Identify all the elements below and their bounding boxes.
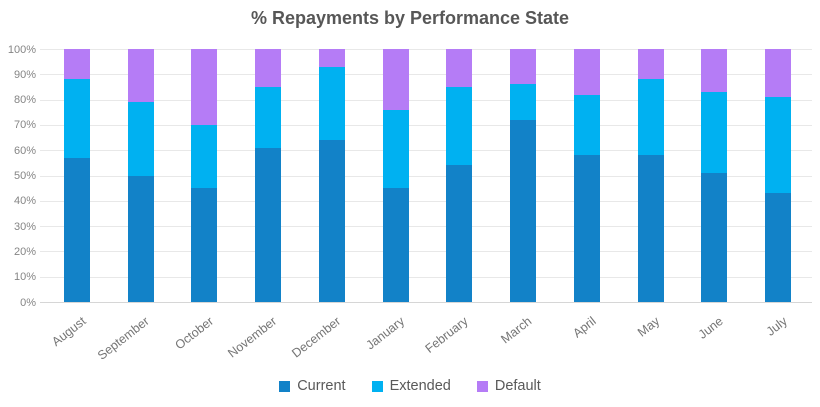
bar-december-segment-default[interactable] bbox=[318, 49, 345, 67]
bar-march bbox=[510, 49, 537, 302]
bar-august-segment-extended[interactable] bbox=[63, 79, 90, 158]
bar-november bbox=[255, 49, 282, 302]
legend-item-extended[interactable]: Extended bbox=[371, 378, 451, 394]
bar-may-segment-default[interactable] bbox=[637, 49, 664, 80]
bar-august-segment-default[interactable] bbox=[63, 49, 90, 80]
bar-july-segment-current[interactable] bbox=[765, 193, 792, 302]
y-axis-tick-label-50: 50% bbox=[13, 170, 36, 182]
x-axis-label-december: December bbox=[289, 314, 344, 361]
bar-december-segment-current[interactable] bbox=[318, 140, 345, 302]
bar-november-segment-default[interactable] bbox=[255, 49, 282, 87]
y-axis-tick-label-70: 70% bbox=[13, 119, 36, 132]
gridline-90 bbox=[40, 74, 812, 76]
legend-swatch-icon-default bbox=[476, 380, 488, 392]
gridline-50 bbox=[40, 175, 812, 177]
bar-july-segment-default[interactable] bbox=[765, 49, 792, 98]
gridline-0 bbox=[40, 302, 812, 303]
x-axis-label-april: April bbox=[570, 314, 599, 341]
bar-december-segment-extended[interactable] bbox=[318, 66, 345, 141]
bar-june-segment-extended[interactable] bbox=[701, 92, 728, 173]
x-axis-label-january: January bbox=[363, 314, 408, 353]
gridline-80 bbox=[40, 99, 812, 101]
bar-april-segment-extended[interactable] bbox=[573, 94, 600, 156]
bar-october-segment-extended[interactable] bbox=[191, 124, 218, 189]
legend-item-default[interactable]: Default bbox=[476, 378, 541, 394]
gridline-30 bbox=[40, 226, 812, 228]
y-axis-tick-label-0: 0% bbox=[20, 296, 36, 309]
bar-february-segment-default[interactable] bbox=[446, 49, 473, 87]
legend: Current Extended Default bbox=[0, 376, 820, 396]
bar-june-segment-current[interactable] bbox=[701, 172, 728, 302]
x-axis-label-june: June bbox=[696, 314, 726, 342]
bar-september-segment-extended[interactable] bbox=[127, 102, 154, 176]
bar-august bbox=[63, 49, 90, 302]
bar-october-segment-current[interactable] bbox=[191, 188, 218, 302]
x-axis-label-may: May bbox=[635, 314, 663, 340]
bar-november-segment-extended[interactable] bbox=[255, 86, 282, 148]
y-axis-tick-label-60: 60% bbox=[13, 144, 36, 157]
bar-may bbox=[637, 49, 664, 302]
legend-item-current[interactable]: Current bbox=[279, 378, 346, 394]
bar-january bbox=[382, 49, 409, 302]
legend-swatch-icon-extended bbox=[371, 380, 383, 392]
bar-december bbox=[318, 49, 345, 302]
gridline-20 bbox=[40, 251, 812, 253]
x-axis-label-march: March bbox=[498, 314, 535, 347]
bar-september-segment-default[interactable] bbox=[127, 49, 154, 103]
gridline-10 bbox=[40, 276, 812, 278]
bar-april bbox=[573, 49, 600, 302]
bar-march-segment-current[interactable] bbox=[510, 119, 537, 302]
y-axis-tick-label-10: 10% bbox=[13, 271, 36, 284]
bar-april-segment-default[interactable] bbox=[573, 49, 600, 95]
bar-january-segment-extended[interactable] bbox=[382, 109, 409, 189]
x-axis-label-november: November bbox=[225, 314, 280, 361]
legend-swatch-icon-current bbox=[279, 380, 291, 392]
y-axis-tick-label-20: 20% bbox=[13, 245, 36, 258]
bar-february-segment-extended[interactable] bbox=[446, 86, 473, 166]
bar-january-segment-current[interactable] bbox=[382, 188, 409, 302]
chart-title: % Repayments by Performance State bbox=[250, 8, 570, 28]
bar-july bbox=[765, 49, 792, 302]
bar-march-segment-extended[interactable] bbox=[510, 84, 537, 120]
bar-july-segment-extended[interactable] bbox=[765, 97, 792, 194]
gridline-40 bbox=[40, 200, 812, 202]
bar-september bbox=[127, 49, 154, 302]
gridline-100 bbox=[40, 49, 812, 50]
bar-september-segment-current[interactable] bbox=[127, 175, 154, 302]
x-axis-label-october: October bbox=[172, 314, 216, 353]
gridline-70 bbox=[40, 124, 812, 126]
y-axis-tick-label-100: 100% bbox=[7, 43, 36, 56]
bar-october-segment-default[interactable] bbox=[191, 49, 218, 125]
x-axis-label-september: September bbox=[95, 314, 153, 363]
y-axis-tick-label-90: 90% bbox=[13, 68, 36, 81]
bar-may-segment-current[interactable] bbox=[637, 155, 664, 302]
bar-june bbox=[701, 49, 728, 302]
legend-label-extended: Extended bbox=[389, 378, 451, 394]
y-axis-tick-label-80: 80% bbox=[13, 94, 36, 107]
y-axis-tick-label-40: 40% bbox=[13, 195, 36, 208]
bar-february-segment-current[interactable] bbox=[446, 165, 473, 302]
bar-may-segment-extended[interactable] bbox=[637, 79, 664, 156]
y-axis-tick-label-30: 30% bbox=[13, 220, 36, 233]
bar-january-segment-default[interactable] bbox=[382, 49, 409, 110]
bar-february bbox=[446, 49, 473, 302]
bar-april-segment-current[interactable] bbox=[573, 155, 600, 302]
gridline-60 bbox=[40, 150, 812, 152]
bar-june-segment-default[interactable] bbox=[701, 49, 728, 93]
legend-label-current: Current bbox=[297, 378, 346, 394]
bar-march-segment-default[interactable] bbox=[510, 49, 537, 85]
x-axis-label-august: August bbox=[49, 314, 89, 349]
x-axis-label-february: February bbox=[422, 314, 471, 356]
bar-november-segment-current[interactable] bbox=[255, 147, 282, 302]
bar-august-segment-current[interactable] bbox=[63, 157, 90, 302]
x-axis-label-july: July bbox=[763, 314, 790, 339]
legend-label-default: Default bbox=[494, 378, 541, 394]
bar-october bbox=[191, 49, 218, 302]
